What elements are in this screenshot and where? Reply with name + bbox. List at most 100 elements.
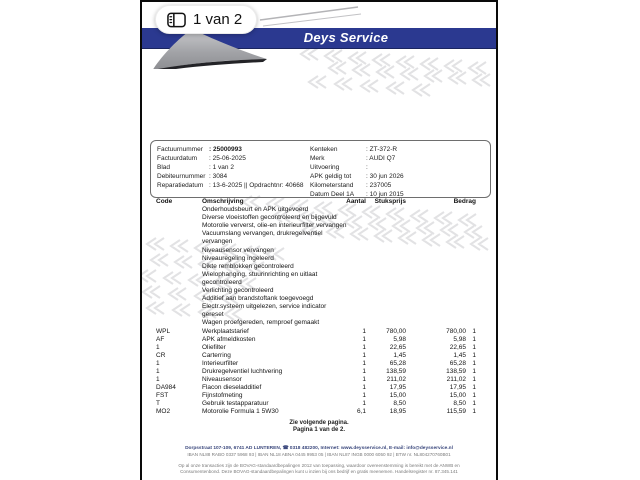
company-name: Deys Service bbox=[303, 30, 389, 45]
cell-description: Carterring bbox=[202, 351, 231, 359]
cell-unit-price bbox=[366, 279, 406, 287]
cell-amount: 780,00 bbox=[446, 327, 466, 335]
cell-vat-code: 1 bbox=[472, 367, 476, 375]
invoice-document-page: 1 van 2 Deys Service Factuurnummer : 2500… bbox=[140, 0, 498, 480]
cell-quantity bbox=[342, 311, 366, 319]
cell-vat-code: 1 bbox=[472, 351, 476, 359]
table-row: Diverse vloeistoffen gecontroleerd en bi… bbox=[142, 214, 496, 222]
cell-vat-code bbox=[466, 287, 476, 295]
info-row: Factuurnummer : 25000993 bbox=[157, 145, 303, 154]
line-items-body: Onderhoudsbeurt en APK uitgevoerd Diverse… bbox=[142, 206, 496, 416]
cell-description: Drukregelventiel luchtvering bbox=[202, 367, 283, 375]
cell-description: Electr.systeem uitgelezen, service indic… bbox=[202, 303, 327, 311]
cell-code bbox=[156, 295, 202, 303]
cell-description: Additief aan brandstoftank toegevoegd bbox=[202, 295, 314, 303]
cell-unit-price bbox=[366, 311, 406, 319]
cell-unit-price: 5,98 bbox=[393, 335, 406, 343]
cell-quantity bbox=[342, 303, 366, 311]
table-row: AF APK afmeldkosten 1 5,98 5,98 1 bbox=[142, 336, 496, 344]
header-quantity: Aantal bbox=[346, 198, 366, 205]
cell-quantity: 1 bbox=[362, 367, 366, 375]
info-value: : 30 jun 2026 bbox=[366, 173, 404, 180]
page-count-badge[interactable]: 1 van 2 bbox=[155, 5, 258, 34]
header-amount: Bedrag bbox=[453, 198, 476, 205]
cell-vat-code bbox=[466, 238, 476, 246]
cell-code bbox=[156, 238, 202, 246]
info-value: : bbox=[366, 164, 368, 171]
cell-vat-code: 1 bbox=[472, 384, 476, 392]
cell-amount: 211,02 bbox=[446, 376, 466, 384]
cell-unit-price bbox=[366, 222, 406, 230]
cell-vat-code bbox=[466, 247, 476, 255]
info-value: : 13-6-2025 || Opdrachtnr: 40668 bbox=[209, 182, 304, 189]
cell-unit-price bbox=[366, 247, 406, 255]
cell-unit-price bbox=[366, 238, 406, 246]
cell-amount bbox=[406, 303, 466, 311]
info-value: : 25000993 bbox=[209, 146, 242, 153]
cell-description: gereset bbox=[202, 311, 224, 319]
info-row: Blad: 1 van 2 bbox=[157, 163, 303, 172]
cell-amount: 138,59 bbox=[446, 367, 466, 375]
cell-vat-code: 1 bbox=[472, 376, 476, 384]
cell-quantity bbox=[342, 295, 366, 303]
info-label: Kilometerstand bbox=[310, 182, 354, 189]
cell-quantity: 1 bbox=[362, 384, 366, 392]
info-label: Factuurnummer bbox=[157, 146, 203, 153]
cell-code bbox=[156, 247, 202, 255]
cell-unit-price bbox=[366, 206, 406, 214]
cell-vat-code: 1 bbox=[472, 343, 476, 351]
cell-quantity: 1 bbox=[362, 376, 366, 384]
cell-code: 1 bbox=[156, 359, 160, 367]
cell-vat-code bbox=[466, 303, 476, 311]
info-row: APK geldig tot: 30 jun 2026 bbox=[310, 172, 404, 181]
cell-unit-price bbox=[366, 319, 406, 327]
cell-vat-code: 1 bbox=[472, 400, 476, 408]
cell-description: vervangen bbox=[202, 238, 233, 246]
cell-amount bbox=[406, 230, 466, 238]
invoice-info-right: Kenteken: ZT-372-R Merk: AUDI Q7 Uitvoerin… bbox=[310, 145, 404, 199]
cell-description: Onderhoudsbeurt en APK uitgevoerd bbox=[202, 206, 309, 214]
cell-unit-price bbox=[366, 295, 406, 303]
info-row: Kenteken: ZT-372-R bbox=[310, 145, 404, 154]
info-value: : ZT-372-R bbox=[366, 146, 398, 153]
info-label: Uitvoering bbox=[310, 164, 340, 171]
cell-vat-code bbox=[466, 311, 476, 319]
table-row: gecontroleerd bbox=[142, 279, 496, 287]
cell-quantity bbox=[342, 255, 366, 263]
cell-quantity bbox=[342, 287, 366, 295]
cell-amount bbox=[406, 247, 466, 255]
cell-amount: 115,59 bbox=[446, 408, 466, 416]
table-row: Niveausensor vervangen bbox=[142, 247, 496, 255]
pages-icon bbox=[167, 12, 186, 27]
cell-code bbox=[156, 319, 202, 327]
cell-amount bbox=[406, 287, 466, 295]
cell-description: Motorolie ververst, olie-en interieurfil… bbox=[202, 222, 347, 230]
cell-amount bbox=[406, 238, 466, 246]
table-row: vervangen bbox=[142, 238, 496, 246]
cell-unit-price: 17,95 bbox=[389, 384, 406, 392]
info-label: Blad bbox=[157, 164, 171, 171]
cell-unit-price: 138,59 bbox=[386, 367, 406, 375]
cell-description: Niveausensor bbox=[202, 376, 242, 384]
table-header-row: Code Omschrijving Aantal Stuksprijs Bedr… bbox=[142, 198, 496, 206]
cell-code bbox=[156, 222, 202, 230]
cell-vat-code: 1 bbox=[472, 359, 476, 367]
cell-code bbox=[156, 255, 202, 263]
table-row: gereset bbox=[142, 311, 496, 319]
cell-amount: 15,00 bbox=[449, 392, 466, 400]
cell-code bbox=[156, 214, 202, 222]
cell-description: Verlichting gecontroleerd bbox=[202, 287, 274, 295]
cell-unit-price: 1,45 bbox=[393, 351, 406, 359]
cell-quantity: 1 bbox=[362, 327, 366, 335]
cell-description: Niveausensor vervangen bbox=[202, 246, 274, 254]
cell-quantity bbox=[342, 214, 366, 222]
header-unit-price: Stuksprijs bbox=[374, 198, 406, 205]
cell-amount bbox=[406, 214, 466, 222]
cell-quantity: 6,1 bbox=[356, 408, 366, 416]
table-row: Verlichting gecontroleerd bbox=[142, 287, 496, 295]
cell-amount bbox=[406, 295, 466, 303]
cell-vat-code: 1 bbox=[472, 392, 476, 400]
cell-description: Wielophanging, stuurinrichting en uitlaa… bbox=[202, 270, 318, 278]
cell-code bbox=[156, 206, 202, 214]
cell-vat-code bbox=[466, 271, 476, 279]
